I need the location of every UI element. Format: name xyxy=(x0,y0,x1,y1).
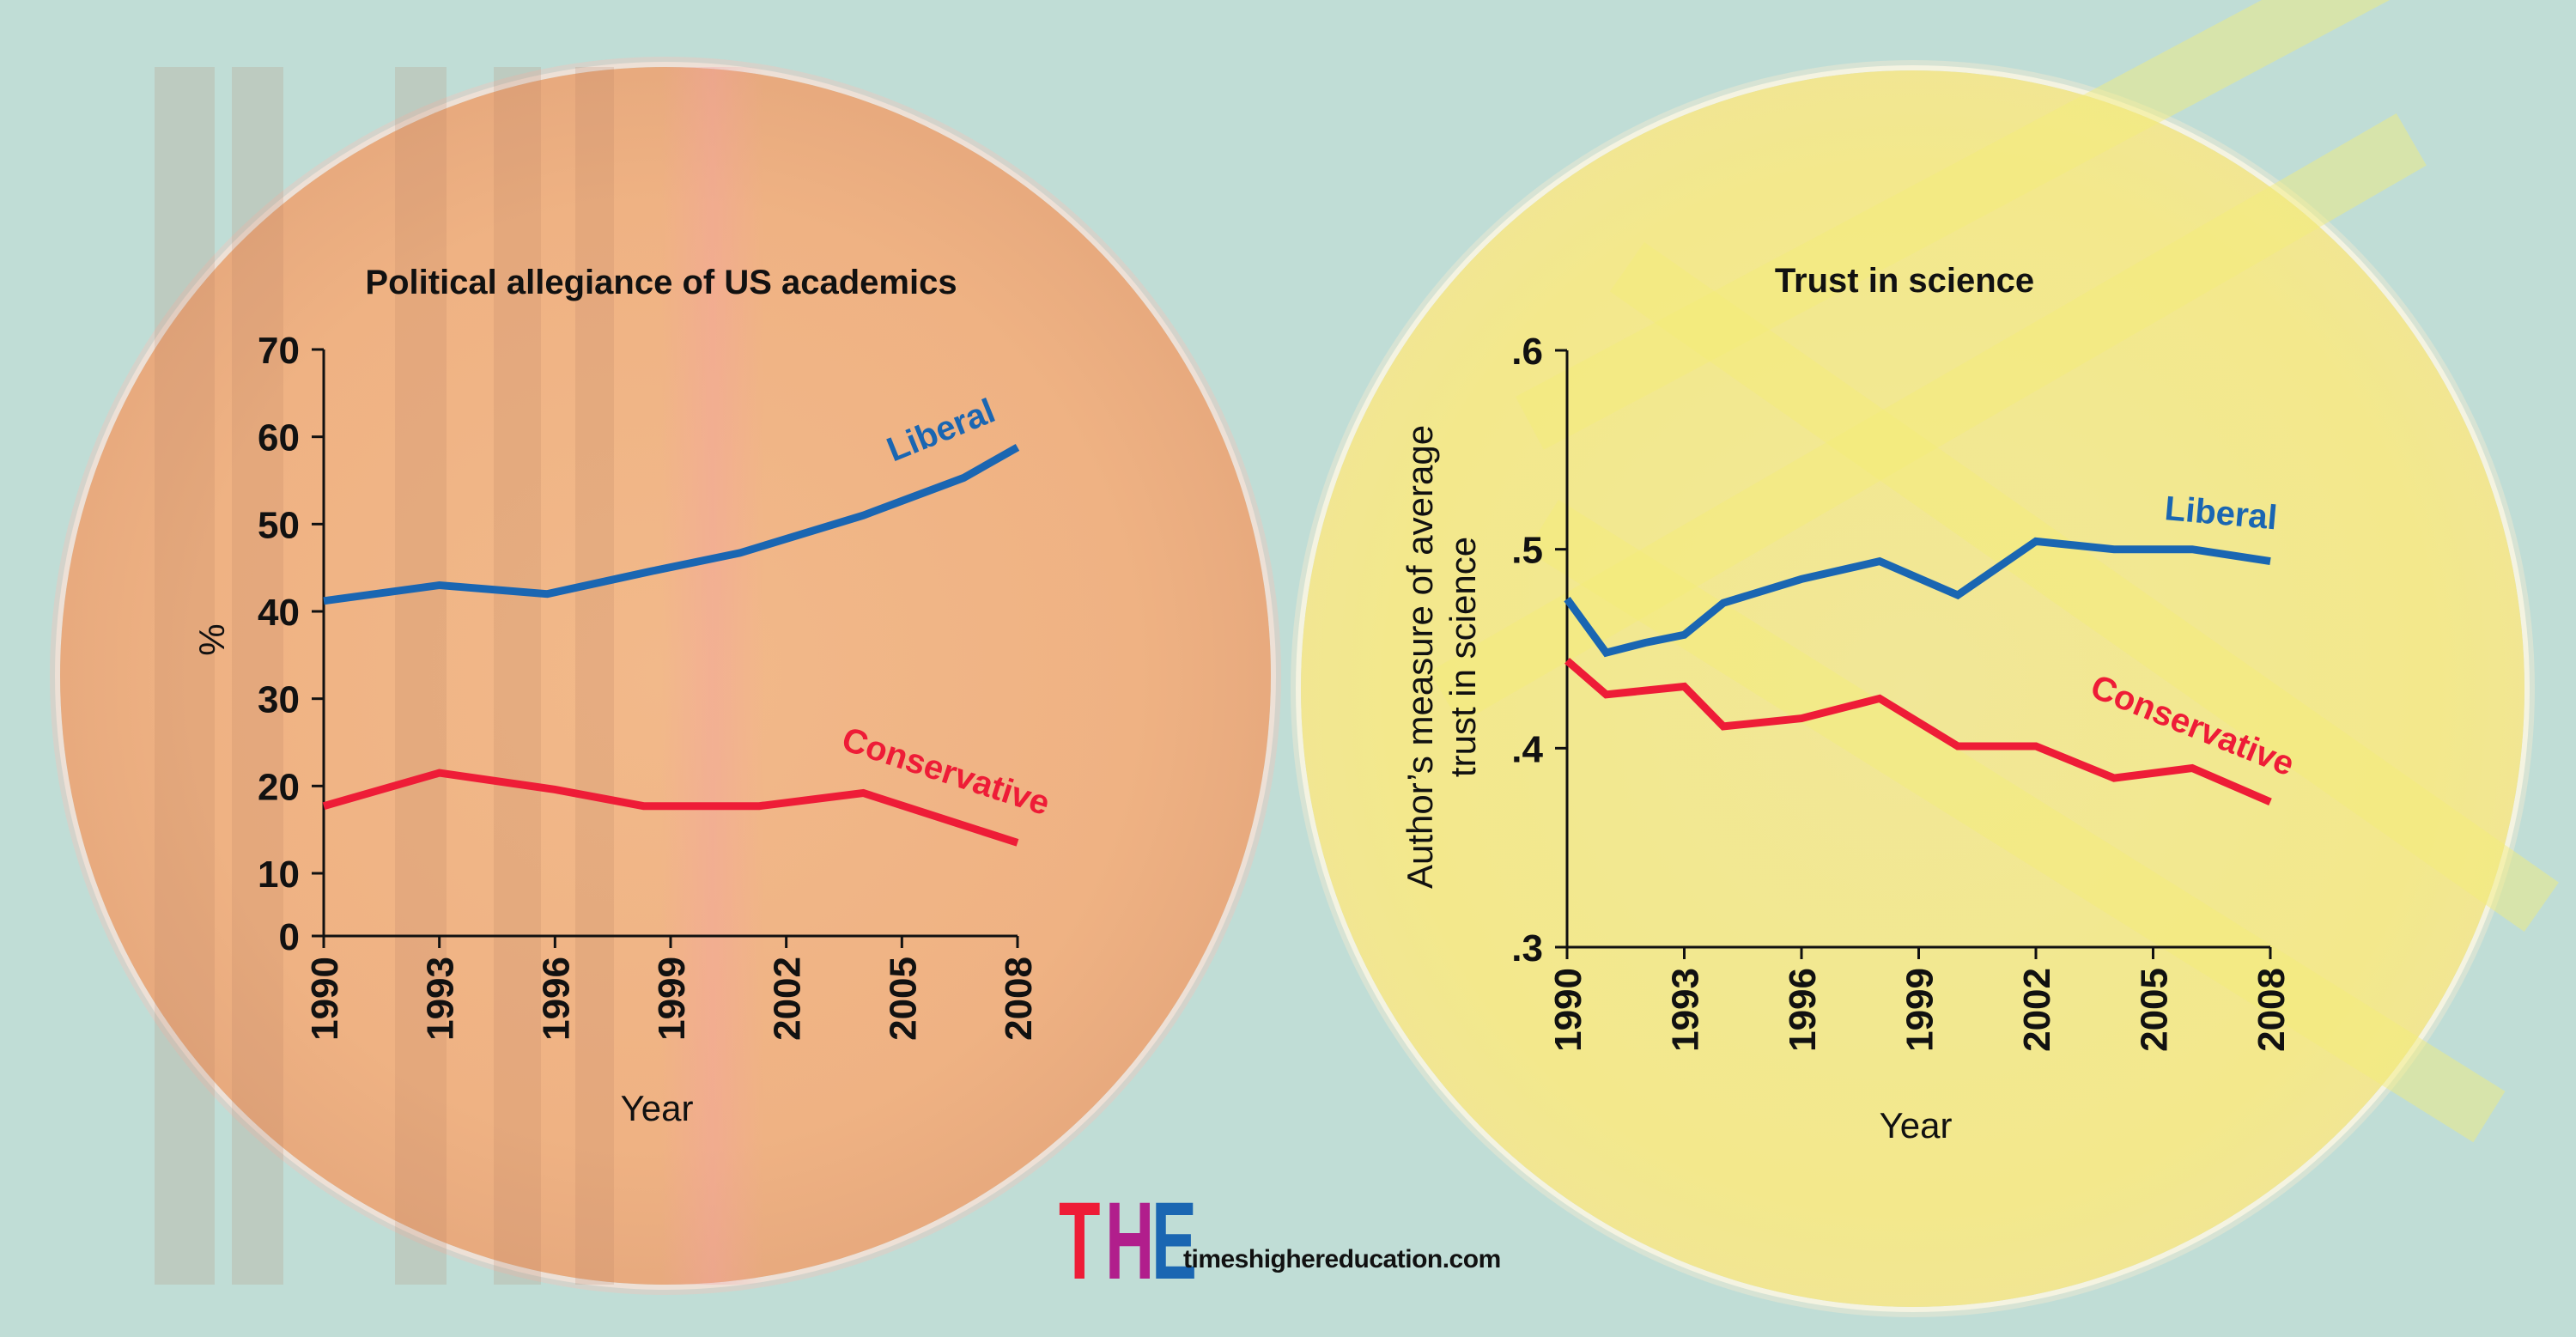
y-tick-label: 70 xyxy=(258,330,300,372)
y-tick-label: 10 xyxy=(258,854,300,896)
y-tick-label: 40 xyxy=(258,592,300,634)
y-tick-label: 60 xyxy=(258,417,300,459)
x-tick-label: 1999 xyxy=(1899,968,1941,1052)
x-tick-label: 2008 xyxy=(998,957,1040,1041)
x-tick-label: 1990 xyxy=(1547,968,1589,1052)
logo-letter-e: E xyxy=(1151,1180,1197,1303)
series-label-liberal: Liberal xyxy=(882,392,1000,469)
y-axis-label: Author’s measure of average trust in sci… xyxy=(1400,425,1483,889)
x-tick-label: 2008 xyxy=(2251,968,2293,1052)
x-tick-label: 1996 xyxy=(535,957,577,1041)
x-tick-label: 2002 xyxy=(767,957,809,1041)
y-tick-label: 0 xyxy=(279,916,300,958)
chart-title: Trust in science xyxy=(1775,262,2034,300)
y-ticks: 0 10 20 30 40 50 60 70 xyxy=(258,330,324,958)
y-axis-label: % xyxy=(191,623,232,655)
colony-streak xyxy=(494,67,541,1285)
x-axis-label: Year xyxy=(621,1088,694,1128)
series-line-liberal xyxy=(323,443,1020,605)
series-label-conservative: Conservative xyxy=(837,720,1054,823)
y-tick-label: .5 xyxy=(1511,530,1543,572)
x-tick-label: 1993 xyxy=(1665,968,1707,1052)
y-tick-label: 20 xyxy=(258,766,300,808)
pink-gradient xyxy=(661,67,764,1285)
petri-dish-left xyxy=(60,67,1271,1285)
series-label-liberal: Liberal xyxy=(2163,489,2278,537)
x-tick-label: 2002 xyxy=(2016,968,2058,1052)
logo-letter-h: H xyxy=(1105,1180,1155,1303)
y-axis-label-line-1: Author’s measure of average xyxy=(1400,425,1440,889)
y-tick-label: 30 xyxy=(258,679,300,721)
y-axis-label-line-2: trust in science xyxy=(1443,537,1483,777)
x-tick-label: 1990 xyxy=(304,957,346,1041)
chart-political-allegiance: Political allegiance of US academics % Y… xyxy=(191,264,1054,1128)
x-tick-label: 1996 xyxy=(1782,968,1824,1052)
the-logo: T H E xyxy=(1059,1180,1198,1303)
axes xyxy=(1565,350,2270,949)
series-lines xyxy=(322,443,1020,847)
x-tick-label: 1993 xyxy=(420,957,462,1041)
series-lines xyxy=(1564,537,2272,806)
x-tick-label: 2005 xyxy=(2134,968,2176,1052)
y-tick-label: .3 xyxy=(1511,927,1543,969)
x-tick-label: 1999 xyxy=(651,957,693,1041)
colony-streak xyxy=(232,67,283,1285)
site-url: timeshighereducation.com xyxy=(1183,1245,1501,1273)
y-tick-label: .4 xyxy=(1511,728,1543,770)
logo-letter-t: T xyxy=(1059,1180,1101,1303)
colony-streak xyxy=(155,67,215,1285)
y-tick-label: 50 xyxy=(258,504,300,546)
chart-trust-in-science: Trust in science Author’s measure of ave… xyxy=(1400,262,2300,1146)
series-line-liberal xyxy=(1564,537,2271,658)
x-axis-label: Year xyxy=(1880,1105,1953,1146)
colony-streak xyxy=(575,67,614,1285)
chart-title: Political allegiance of US academics xyxy=(365,264,957,301)
y-ticks: .3 .4 .5 .6 xyxy=(1511,331,1567,969)
x-ticks: 1990 1993 1996 1999 2002 2005 2008 xyxy=(304,936,1040,1041)
colony-streak xyxy=(395,67,447,1285)
series-line-conservative xyxy=(322,769,1019,847)
x-tick-label: 2005 xyxy=(882,957,924,1041)
x-ticks: 1990 1993 1996 1999 2002 2005 2008 xyxy=(1547,947,2293,1052)
petri-dish-right xyxy=(1301,0,2559,1307)
y-tick-label: .6 xyxy=(1511,331,1543,373)
